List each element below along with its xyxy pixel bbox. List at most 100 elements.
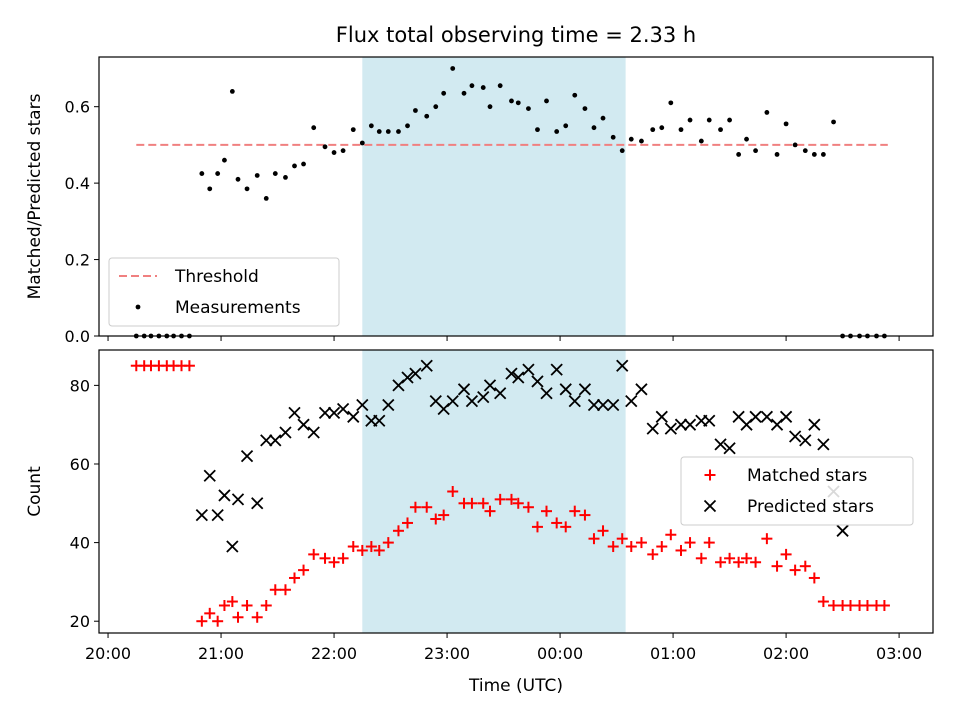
count-point-1-7 [251,497,264,510]
ratio-point-0-49 [572,92,578,98]
count-point-0-65 [724,552,736,564]
ratio-point-0-61 [687,117,693,123]
count-point-1-67 [817,438,830,451]
count-point-1-67-b [817,438,830,451]
ratio-point-0-35 [441,90,447,96]
ratio-point-0-20 [301,161,306,167]
count-point-0-19 [289,572,301,584]
count-point-1-32-b [483,379,497,392]
ratio-point-0-21 [311,125,317,131]
count-point-0-32 [409,501,421,513]
count-point-0-48 [560,521,572,533]
count-point-0-52 [597,525,609,537]
count-point-1-60-b [749,410,762,423]
ratio-point-0-39 [480,85,486,90]
count-point-1-30 [465,394,479,408]
ratio-point-0-41 [497,83,503,89]
count-series-0 [130,360,890,627]
count-point-0-11 [218,599,230,611]
ratio-point-0-38 [469,83,475,89]
count-point-0-9 [204,607,216,619]
count-point-1-50 [655,410,668,423]
count-point-1-39-b [550,363,563,376]
count-point-0-29 [382,537,394,549]
ratio-point-0-31 [405,123,410,129]
count-point-1-20 [373,414,386,427]
count-point-1-56 [714,438,727,451]
count-point-1-31 [477,391,490,404]
ratio-point-0-47 [554,129,560,134]
ratio-point-0-66 [736,152,742,157]
ratio-point-0-27 [368,123,374,129]
count-point-0-34 [430,513,442,525]
count-point-1-0-b [195,508,208,522]
count-point-0-22 [319,552,331,564]
ratio-point-0-72 [792,142,798,148]
ratio-point-0-33 [424,113,430,119]
ratio-point-0-8 [199,171,205,176]
count-point-0-16 [260,599,272,611]
count-legend-label-0: Matched stars [747,466,867,486]
count-point-0-14 [241,599,253,611]
ratio-point-0-10 [215,171,221,176]
count-point-0-20 [298,564,310,576]
x-axis-label: Time (UTC) [468,676,563,696]
count-point-1-61 [760,410,774,423]
ratio-point-0-14 [244,186,250,192]
x-tick-label-5: 01:00 [650,644,696,663]
count-point-0-51 [588,533,600,545]
count-point-1-58-b [732,410,745,423]
ratio-series-0 [133,66,887,339]
count-point-1-33 [494,387,507,400]
ratio-point-0-36 [450,66,456,71]
count-point-1-46 [616,359,629,372]
count-point-1-53-b [683,418,697,431]
count-point-0-67 [741,552,753,564]
ratio-point-0-11 [222,157,227,163]
ratio-point-0-55 [628,136,634,142]
count-point-1-42 [578,383,592,396]
count-point-0-35 [438,509,450,521]
count-point-0-7 [183,360,195,372]
ratio-axes-frame [98,56,934,337]
ratio-point-0-75 [820,152,826,157]
count-point-1-66-b [808,418,821,431]
count-point-1-18-b [356,398,369,412]
count-point-1-64 [788,430,802,443]
ratio-point-0-48 [563,123,569,129]
count-point-1-53 [683,418,697,431]
count-point-1-15-b [327,406,341,420]
ratio-point-0-52 [600,115,606,121]
count-point-0-44 [522,501,534,513]
ratio-point-0-71 [783,121,789,127]
count-point-0-46 [541,505,553,517]
count-point-0-28 [373,544,385,556]
x-tick-label-6: 02:00 [763,644,809,663]
x-tick-label-4: 00:00 [537,644,583,663]
count-point-1-4 [226,540,239,553]
count-point-1-35 [512,371,525,384]
count-observing-window [362,350,626,633]
ratio-point-0-24 [340,148,346,154]
ratio-point-0-23 [331,150,337,155]
count-point-1-36 [522,363,535,376]
count-point-1-7-b [251,497,264,510]
count-point-1-46-b [616,359,629,372]
count-point-1-0 [195,508,208,522]
count-point-1-29 [457,383,471,396]
count-y-tick-label-3: 80 [70,376,90,395]
count-point-0-75 [817,596,829,608]
count-point-0-30 [392,525,404,537]
count-point-1-32 [483,379,497,392]
count-point-1-51-b [664,422,677,435]
count-point-0-12 [226,596,238,608]
count-point-1-39 [550,363,563,376]
count-point-1-69 [836,524,849,537]
count-point-1-57 [723,442,736,455]
count-point-1-24-b [409,367,422,380]
ratio-legend-box [108,257,340,327]
count-point-0-71 [780,548,792,560]
count-point-0-56 [635,537,647,549]
count-point-1-69-b [836,524,849,537]
ratio-point-0-43 [515,100,521,106]
